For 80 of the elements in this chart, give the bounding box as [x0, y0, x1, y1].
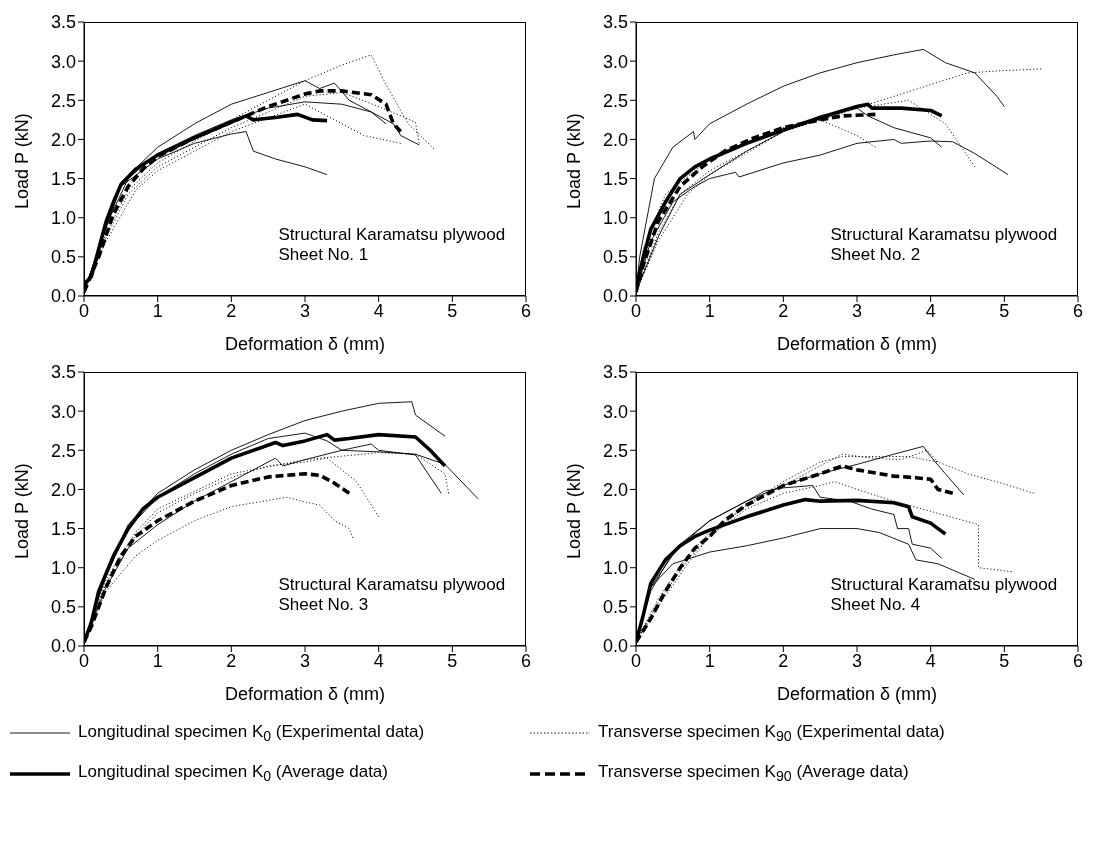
y-tick-label: 2.0 [50, 129, 76, 150]
y-axis-title: Load P (kN) [12, 463, 33, 559]
y-tick-label: 0.5 [602, 597, 628, 618]
y-axis-title: Load P (kN) [12, 113, 33, 209]
annotation: Sheet No. 2 [830, 244, 922, 265]
x-tick-label: 1 [152, 650, 163, 671]
x-tick-label: 1 [704, 300, 715, 321]
x-tick-label: 2 [226, 650, 237, 671]
annotation: Structural Karamatsu plywood [278, 574, 506, 595]
y-tick-label: 2.5 [602, 90, 628, 111]
y-tick-label: 1.0 [602, 558, 628, 579]
annotation: Sheet No. 4 [830, 594, 922, 615]
y-tick-label: 1.5 [602, 518, 628, 539]
legend-label: Transverse specimen K$_{90}$ (Experimental data) [598, 722, 945, 745]
x-tick-label: 4 [373, 650, 384, 671]
x-tick-label: 2 [226, 300, 237, 321]
y-axis-title: Load P (kN) [564, 463, 585, 559]
x-tick-label: 5 [447, 300, 458, 321]
y-tick-label: 1.0 [50, 208, 76, 229]
x-tick-label: 5 [999, 300, 1010, 321]
annotation: Structural Karamatsu plywood [830, 224, 1058, 245]
y-tick-label: 3.0 [602, 401, 628, 422]
x-tick-label: 0 [78, 650, 90, 671]
y-axis-title: Load P (kN) [564, 113, 585, 209]
y-tick-label: 1.5 [50, 518, 76, 539]
x-tick-label: 0 [630, 650, 642, 671]
y-tick-label: 1.5 [602, 168, 628, 189]
legend-label: Longitudinal specimen K$_{0}$ (Experimental data) [78, 722, 425, 745]
x-tick-label: 2 [778, 300, 789, 321]
y-tick-label: 3.5 [602, 12, 628, 33]
y-tick-label: 3.0 [602, 51, 628, 72]
annotation: Structural Karamatsu plywood [830, 574, 1058, 595]
y-tick-label: 3.0 [50, 51, 76, 72]
annotation: Structural Karamatsu plywood [278, 224, 506, 245]
x-tick-label: 3 [299, 650, 311, 671]
x-tick-label: 4 [925, 300, 936, 321]
y-tick-label: 2.5 [50, 440, 76, 461]
y-tick-label: 0.0 [50, 286, 76, 307]
x-tick-label: 2 [778, 650, 789, 671]
y-tick-label: 0.0 [50, 636, 76, 657]
y-tick-label: 0.0 [602, 636, 628, 657]
x-axis-title: Deformation δ (mm) [224, 684, 386, 704]
x-tick-label: 6 [520, 650, 532, 671]
x-tick-label: 3 [851, 650, 863, 671]
y-tick-label: 0.5 [50, 597, 76, 618]
y-tick-label: 0.5 [50, 247, 76, 268]
y-tick-label: 3.5 [602, 362, 628, 383]
y-tick-label: 3.5 [50, 12, 76, 33]
y-tick-label: 2.0 [602, 129, 628, 150]
x-axis-title: Deformation δ (mm) [776, 334, 938, 354]
x-tick-label: 6 [1072, 300, 1084, 321]
y-tick-label: 2.5 [602, 440, 628, 461]
x-tick-label: 1 [704, 650, 715, 671]
x-tick-label: 3 [851, 300, 863, 321]
x-tick-label: 6 [1072, 650, 1084, 671]
y-tick-label: 1.0 [50, 558, 76, 579]
x-axis-title: Deformation δ (mm) [224, 334, 386, 354]
x-tick-label: 3 [299, 300, 311, 321]
x-tick-label: 1 [152, 300, 163, 321]
legend-label: Longitudinal specimen K$_{0}$ (Average data) [78, 762, 388, 785]
y-tick-label: 0.0 [602, 286, 628, 307]
y-tick-label: 2.0 [50, 479, 76, 500]
y-tick-label: 1.5 [50, 168, 76, 189]
x-tick-label: 4 [925, 650, 936, 671]
y-tick-label: 3.0 [50, 401, 76, 422]
x-tick-label: 6 [520, 300, 532, 321]
y-tick-label: 2.5 [50, 90, 76, 111]
x-tick-label: 0 [78, 300, 90, 321]
annotation: Sheet No. 3 [278, 594, 370, 615]
y-tick-label: 2.0 [602, 479, 628, 500]
x-tick-label: 5 [999, 650, 1010, 671]
y-tick-label: 1.0 [602, 208, 628, 229]
y-tick-label: 0.5 [602, 247, 628, 268]
y-tick-label: 3.5 [50, 362, 76, 383]
x-tick-label: 0 [630, 300, 642, 321]
x-tick-label: 4 [373, 300, 384, 321]
x-tick-label: 5 [447, 650, 458, 671]
x-axis-title: Deformation δ (mm) [776, 684, 938, 704]
legend-label: Transverse specimen K$_{90}$ (Average data) [598, 762, 909, 785]
annotation: Sheet No. 1 [278, 244, 370, 265]
